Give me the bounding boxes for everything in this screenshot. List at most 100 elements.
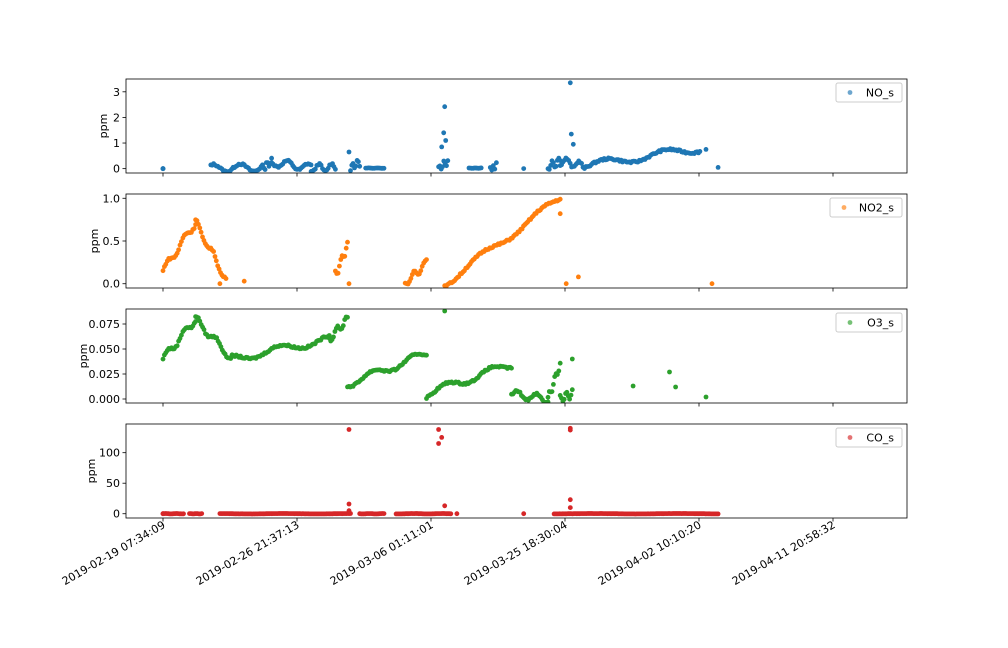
data-point: [343, 245, 349, 251]
data-point: [308, 162, 314, 168]
data-point: [703, 394, 709, 400]
data-point: [509, 365, 514, 371]
y-tick-label: 100: [99, 447, 120, 460]
data-point: [346, 149, 352, 155]
y-tick-label: 0: [113, 163, 120, 176]
data-point: [444, 163, 449, 169]
y-tick-label: 1.0: [103, 192, 121, 205]
legend-label: NO2_s: [859, 202, 894, 215]
series-marks: [160, 196, 715, 288]
data-point: [381, 511, 387, 516]
data-point: [201, 327, 207, 332]
y-tick-label: 0.000: [89, 393, 121, 406]
data-point: [667, 369, 672, 375]
data-point: [198, 229, 204, 235]
data-point: [356, 159, 361, 165]
data-point: [715, 511, 721, 517]
data-point: [569, 387, 575, 393]
data-point: [494, 160, 499, 166]
data-point: [567, 80, 573, 86]
y-tick-label: 2: [113, 111, 120, 124]
data-point: [557, 211, 563, 217]
data-point: [551, 382, 556, 387]
y-tick-label: 0.0: [103, 278, 121, 291]
data-point: [212, 254, 218, 259]
data-point: [673, 384, 678, 390]
axes-frame: [125, 423, 908, 519]
data-point: [492, 166, 498, 172]
data-point: [174, 343, 180, 349]
data-point: [442, 104, 448, 110]
data-point: [546, 167, 552, 172]
series-marks: [160, 425, 721, 517]
legend-marker: [847, 90, 853, 95]
data-point: [436, 427, 441, 432]
data-point: [193, 319, 199, 324]
data-point: [381, 165, 387, 171]
data-point: [567, 160, 573, 166]
axes-frame: [125, 308, 908, 404]
data-point: [568, 131, 574, 137]
data-point: [563, 281, 569, 287]
panel-no2-s: 0.0 0.5 1.0 ppm NO2_s: [88, 192, 908, 292]
y-axis-label: ppm: [77, 344, 90, 369]
data-point: [345, 314, 350, 320]
data-point: [213, 258, 219, 264]
data-point: [241, 278, 247, 284]
data-point: [346, 281, 352, 287]
data-point: [346, 427, 352, 432]
data-point: [269, 155, 274, 161]
data-point: [545, 399, 551, 403]
data-point: [424, 352, 429, 358]
series-marks: [160, 80, 721, 173]
data-point: [556, 368, 562, 374]
legend-box: [835, 427, 903, 448]
data-point: [570, 141, 576, 147]
data-point: [555, 372, 560, 377]
data-point: [553, 163, 559, 169]
data-point: [697, 149, 703, 154]
data-point: [333, 166, 338, 172]
data-point: [181, 511, 186, 517]
data-point: [353, 163, 359, 169]
y-tick-label: 3: [113, 86, 120, 99]
data-point: [216, 266, 222, 272]
data-point: [441, 130, 447, 136]
data-point: [424, 257, 429, 262]
data-point: [630, 383, 636, 389]
data-point: [340, 323, 346, 329]
data-point: [176, 247, 182, 253]
x-tick-label: 2019-03-25 18:30:04: [462, 518, 570, 588]
data-point: [564, 389, 570, 395]
data-point: [345, 239, 350, 245]
data-point: [443, 138, 449, 143]
data-point: [709, 281, 715, 287]
panel-no-s: 0 1 2 3 ppm NO_s: [97, 78, 908, 177]
legend-box: [835, 82, 903, 103]
axes-frame: [125, 78, 908, 174]
data-point: [445, 158, 451, 164]
y-tick-label: 0.025: [89, 368, 121, 381]
data-point: [442, 503, 448, 509]
legend: CO_s: [835, 427, 903, 448]
legend-marker: [841, 205, 847, 210]
data-point: [194, 218, 200, 224]
x-tick-label: 2019-03-06 01:11:01: [328, 518, 436, 588]
data-point: [335, 270, 341, 276]
data-point: [442, 309, 448, 314]
data-point: [715, 165, 721, 170]
data-point: [342, 253, 348, 259]
panels: 0123ppmNO_s0.00.51.0ppmNO2_s0.0000.0250.…: [77, 78, 908, 522]
data-point: [160, 166, 166, 172]
data-point: [478, 165, 484, 171]
y-axis-label: ppm: [97, 114, 110, 139]
data-point: [448, 511, 454, 517]
legend-marker: [847, 435, 853, 440]
x-tick-label: 2019-04-02 10:10:20: [596, 518, 704, 588]
y-tick-label: 0.075: [89, 318, 121, 331]
panel-o3-s: 0.000 0.025 0.050 0.075 ppm O3_s: [77, 308, 908, 407]
data-point: [439, 144, 445, 150]
data-point: [346, 508, 352, 514]
data-point: [454, 511, 460, 517]
